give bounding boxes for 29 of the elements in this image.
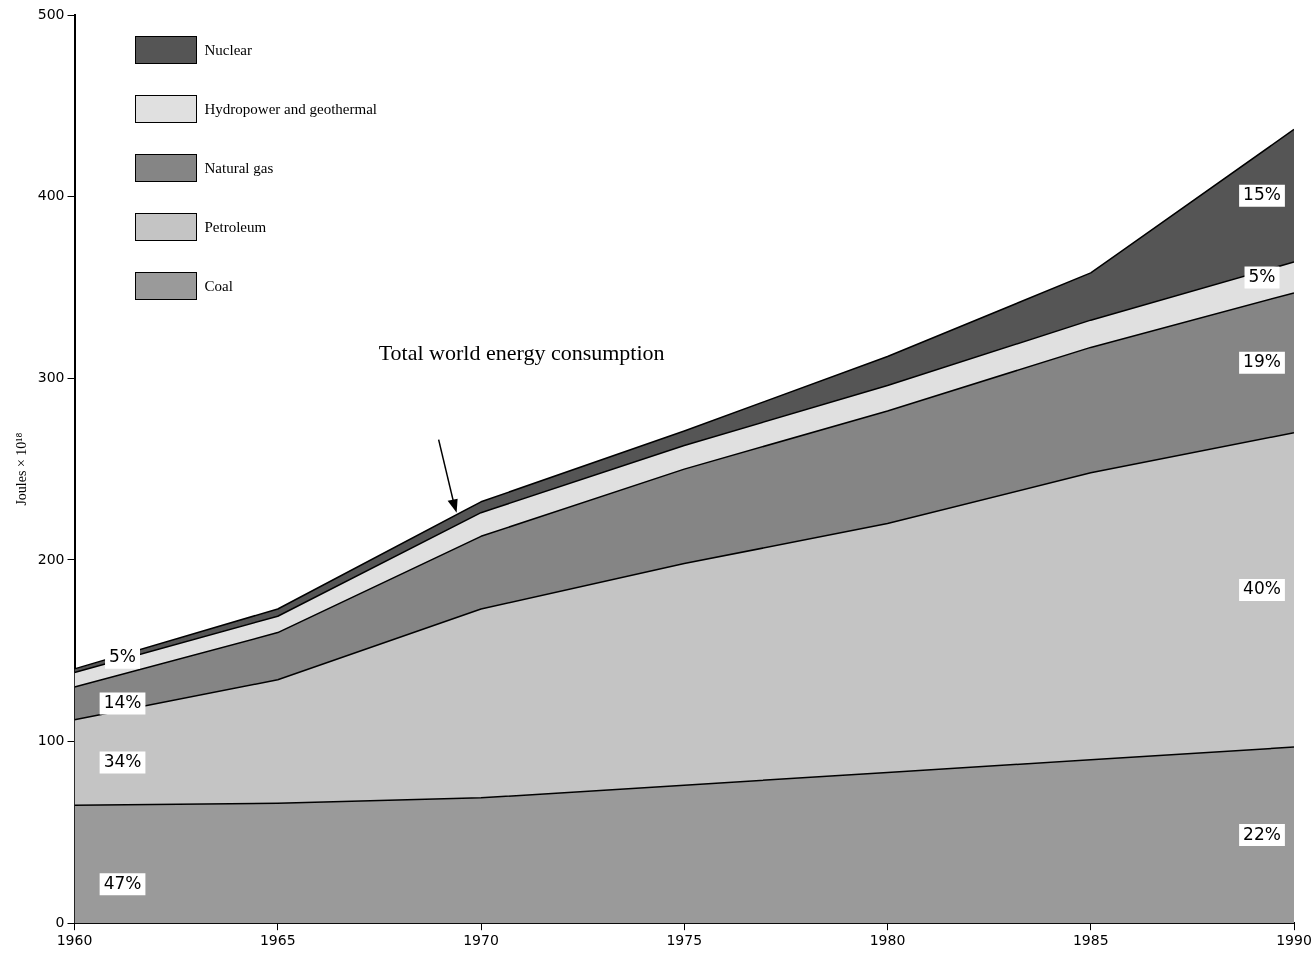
x-tick-label: 1965 (259, 932, 296, 949)
annotation: 34% (103, 750, 142, 771)
annotation: 15% (1243, 184, 1281, 205)
annotation: 14% (103, 691, 142, 712)
x-tick-label: 1985 (1072, 932, 1109, 949)
y-tick-label: 0 (55, 913, 65, 930)
x-tick-label: 1960 (56, 932, 93, 949)
y-tick-label: 200 (37, 550, 65, 567)
annotation: 5% (109, 646, 137, 667)
annotation: 5% (1248, 265, 1276, 286)
annotation: Total world energy consumption (378, 340, 665, 366)
y-tick-label: 400 (37, 187, 65, 204)
y-tick-label: 100 (37, 732, 65, 749)
annotation: 19% (1243, 351, 1281, 372)
legend-label: Natural gas (204, 159, 274, 177)
y-tick-label: 300 (37, 368, 65, 385)
x-tick-label: 1970 (463, 932, 499, 949)
legend-label: Petroleum (204, 218, 267, 236)
annotation: 22% (1243, 823, 1281, 844)
legend-label: Coal (204, 277, 233, 295)
legend-label: Nuclear (204, 41, 252, 59)
annotation: 47% (103, 872, 142, 893)
y-axis-title: Joules × 10¹⁸ (14, 432, 30, 506)
annotation: 40% (1243, 578, 1281, 599)
legend-label: Hydropower and geothermal (204, 100, 377, 118)
x-tick-label: 1980 (869, 932, 906, 949)
x-tick-label: 1990 (1276, 932, 1312, 949)
x-tick-label: 1975 (666, 932, 703, 949)
y-tick-label: 500 (37, 5, 65, 22)
